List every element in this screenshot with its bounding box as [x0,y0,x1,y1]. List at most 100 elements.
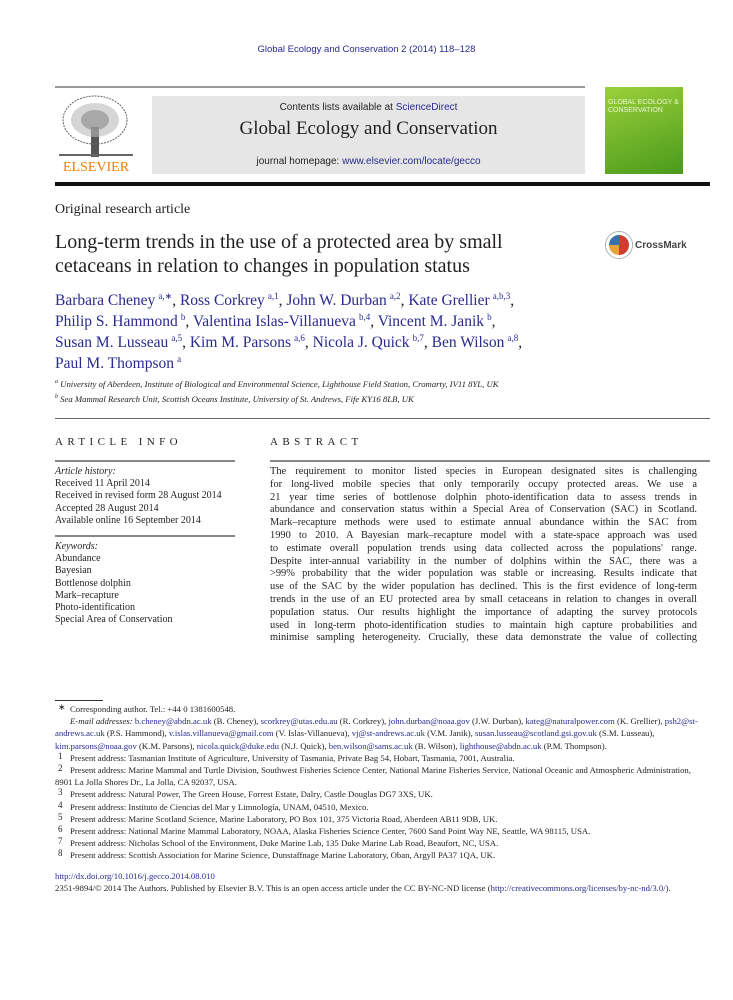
history-item: Received in revised form 28 August 2014 [55,490,222,502]
author-name[interactable]: Barbara Cheney [55,292,156,309]
doi-link[interactable]: http://dx.doi.org/10.1016/j.gecco.2014.0… [55,870,215,881]
journal-homepage-link[interactable]: www.elsevier.com/locate/gecco [342,156,481,167]
author-separator: , [423,334,432,351]
email-link[interactable]: nicola.quick@duke.edu [196,740,280,751]
author-affiliation-marker[interactable]: a [177,354,182,364]
present-address-footnote: 3 Present address: Natural Power, The Gre… [58,787,433,800]
author-line: Philip S. Hammond b, Valentina Islas-Vil… [55,311,522,332]
email-link[interactable]: kim.parsons@noaa.gov [55,740,137,751]
author-affiliation-marker[interactable]: b [180,312,186,322]
author-affiliation-marker[interactable]: a,b,3 [492,291,511,301]
author-affiliation-marker[interactable]: a,8 [507,333,519,343]
license-link[interactable]: http://creativecommons.org/licenses/by-n… [490,882,666,893]
abstract-line: minimise sampling heterogeneity. Crucial… [270,632,697,644]
author-affiliation-marker[interactable]: b,7 [412,333,424,343]
author-separator: , [182,334,190,351]
affiliation-marker: a [55,379,58,386]
title-line: Long-term trends in the use of a protect… [55,231,503,253]
email-owner: (V. Islas-Villanueva) [275,728,348,739]
journal-header-box: Contents lists available at ScienceDirec… [152,96,585,174]
article-title: Long-term trends in the use of a protect… [55,230,503,278]
author-name[interactable]: John W. Durban [286,292,387,309]
email-link[interactable]: v.islas.villanueva@gmail.com [168,728,274,739]
author-affiliation-marker[interactable]: a,2 [389,291,401,301]
present-address-footnote: 7 Present address: Nicholas School of the… [58,836,499,849]
crossmark-label: CrossMark [635,239,687,251]
abstract-text: The requirement to monitor listed specie… [270,466,697,645]
author-name[interactable]: Kim M. Parsons [189,334,292,351]
affiliation-text: University of Aberdeen, Institute of Bio… [60,379,499,389]
email-link[interactable]: susan.lusseau@scotland.gsi.gov.uk [474,728,597,739]
author-name[interactable]: Paul M. Thompson [55,355,174,372]
footnote-text: Present address: Tasmanian Institute of … [70,752,515,763]
author-line: Paul M. Thompson a [55,353,522,374]
author-name[interactable]: Ben Wilson [431,334,505,351]
divider [55,535,235,537]
email-owner: (K.M. Parsons) [139,740,193,751]
present-address-footnote: 4 Present address: Instituto de Ciencias … [58,799,369,812]
email-link[interactable]: vj@st-andrews.ac.uk [351,728,425,739]
author-name[interactable]: Kate Grellier [408,292,490,309]
author-line: Barbara Cheney a,∗, Ross Corkrey a,1, Jo… [55,290,522,311]
history-item: Accepted 28 August 2014 [55,502,159,514]
email-link[interactable]: scorkrey@utas.edu.au [260,716,338,727]
author-separator: , [400,292,409,309]
present-address-footnote: 5 Present address: Marine Scotland Scienc… [58,811,498,824]
divider [55,460,235,462]
footnote-text: Present address: Instituto de Ciencias d… [70,801,369,812]
footnote-text: Present address: Marine Mammal and Turtl… [55,765,691,788]
author-name[interactable]: Susan M. Lusseau [55,334,169,351]
author-separator: , [510,292,515,309]
email-owner: (P.S. Hammond) [106,728,165,739]
affiliation-text: Sea Mammal Research Unit, Scottish Ocean… [60,394,414,404]
homepage-label: journal homepage: [256,156,343,167]
email-owner: (B. Cheney) [213,716,257,727]
article-type: Original research article [55,202,191,217]
email-link[interactable]: lighthouse@abdn.ac.uk [459,740,542,751]
author-name[interactable]: Philip S. Hammond [55,313,178,330]
present-address-footnote: 1 Present address: Tasmanian Institute of… [58,750,515,763]
abstract-line: 1990 to 2010. A Bayesian mark–recapture … [270,529,697,541]
journal-reference[interactable]: Global Ecology and Conservation 2 (2014)… [257,44,476,55]
keyword: Bayesian [55,565,92,577]
email-owner: (J.W. Durban) [472,716,522,727]
author-separator: , [370,313,378,330]
article-history: Article history: Received 11 April 2014 R… [55,466,222,527]
footnote-text: Present address: National Marine Mammal … [70,826,591,837]
footnotes: ∗ Corresponding author. Tel.: +44 0 13816… [55,703,700,862]
history-label: Article history: [55,466,116,477]
author-affiliation-marker[interactable]: b [487,312,492,322]
author-affiliation-marker[interactable]: a,6 [294,333,305,343]
present-address-footnote: 8 Present address: Scottish Association f… [58,848,496,861]
author-name[interactable]: Nicola J. Quick [312,334,410,351]
author-separator: , [518,334,523,351]
sciencedirect-link[interactable]: ScienceDirect [395,102,458,113]
crossmark-icon [606,232,632,258]
publication-info: http://dx.doi.org/10.1016/j.gecco.2014.0… [55,870,700,894]
keywords: Keywords: Abundance Bayesian Bottlenose do… [55,541,172,626]
author-affiliation-marker[interactable]: b,4 [359,312,371,322]
abstract-line: use of the SAC by the wider population h… [270,581,697,593]
abstract-line: Despite inter-annual variability in the … [270,555,697,567]
author-name[interactable]: Valentina Islas-Villanueva [192,313,356,330]
email-link[interactable]: kateg@naturalpower.com [525,716,615,727]
journal-cover-image[interactable]: GLOBAL ECOLOGY & CONSERVATION [605,87,683,174]
email-link[interactable]: b.cheney@abdn.ac.uk [134,716,212,727]
email-addresses: E-mail addresses: b.cheney@abdn.ac.uk (B… [55,716,698,751]
footnote-text: Present address: Marine Scotland Science… [70,813,498,824]
footnote-text: Present address: Scottish Association fo… [70,850,496,861]
abstract-line: 21 year time series of bottlenose dolphi… [270,491,697,503]
abstract-heading: ABSTRACT [270,436,363,448]
email-owner: (R. Corkrey) [339,716,385,727]
author-affiliation-marker[interactable]: a,1 [267,291,279,301]
author-affiliation-marker[interactable]: a,5 [171,333,183,343]
author-affiliation-marker[interactable]: a,∗ [158,291,173,301]
email-link[interactable]: psh2@st-andrews.ac.uk [55,716,698,739]
email-label: E-mail addresses: [70,716,133,727]
author-name[interactable]: Ross Corkrey [179,292,265,309]
email-link[interactable]: ben.wilson@sams.ac.uk [328,740,413,751]
author-name[interactable]: Vincent M. Janik [377,313,484,330]
crossmark-button[interactable]: CrossMark [606,232,687,258]
email-link[interactable]: john.durban@noaa.gov [388,716,470,727]
abstract-line: abundance and conservation status within… [270,504,697,516]
